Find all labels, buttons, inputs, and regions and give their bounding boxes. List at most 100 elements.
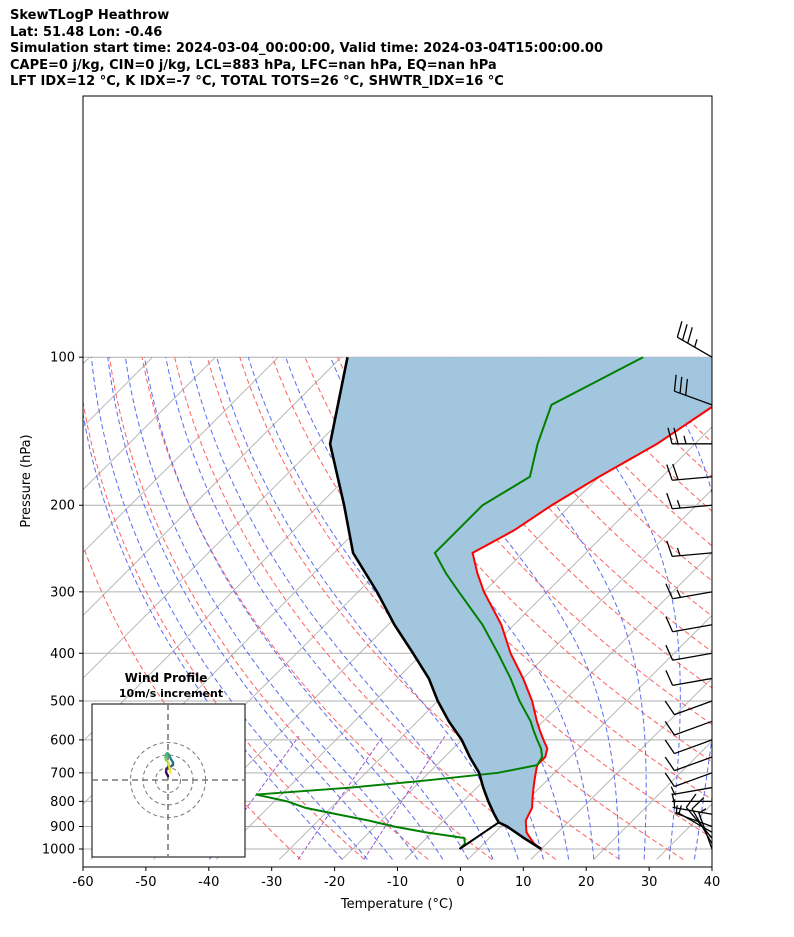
isotherm-line [83,356,90,365]
barb-half [683,435,687,444]
y-tick-label: 500 [50,694,75,709]
moist-adiabat [189,357,494,860]
barb-half [694,339,698,348]
parcel-area-fill [330,357,712,849]
x-tick-label: -60 [72,875,93,890]
x-tick-label: 30 [641,875,658,890]
wind-barb [665,644,713,661]
dry-adiabat [271,357,712,839]
wind-barb [664,700,713,716]
barb-staff [674,739,713,755]
barb-flag [672,463,679,480]
barb-half [671,793,675,802]
barb-staff [672,786,713,796]
moist-adiabat [124,357,419,860]
barb-flag [673,427,679,444]
hodograph-subtitle: 10m/s increment [119,687,223,700]
barb-flag [679,376,683,394]
wind-barb [666,463,713,481]
mixing-ratio-line [297,736,384,860]
isotherm-line [656,803,712,860]
sounding-lines [255,356,712,851]
barb-staff [674,772,713,788]
x-tick-label: -20 [324,875,345,890]
isotherm-line [0,357,27,859]
barb-staff [674,756,713,772]
y-tick-label: 700 [50,766,75,781]
isotherm-line [83,356,216,491]
barb-flag [666,492,673,509]
barb-flag [666,464,673,481]
y-tick-label: 100 [50,351,75,366]
barb-flag [667,427,673,444]
y-tick-label: 400 [50,647,75,662]
location-line: Lat: 51.48 Lon: -0.46 [10,24,163,40]
barb-staff [672,476,713,481]
temperature-line [471,405,712,850]
x-tick-label: -50 [135,875,156,890]
indices-line: LFT IDX=12 °C, K IDX=-7 °C, TOTAL TOTS=2… [10,74,504,89]
dry-adiabat [337,356,712,763]
wind-barb [664,772,713,788]
y-tick-label: 900 [50,820,75,835]
barb-flag [685,378,689,396]
barb-flag [665,616,674,632]
isotherm-line [278,426,712,860]
barb-staff [672,552,713,558]
isotherm-line [83,356,279,554]
x-tick-label: 40 [704,875,721,890]
y-tick-label: 600 [50,733,75,748]
moist-adiabat [537,356,681,860]
barb-flag [664,720,675,736]
isotherm-line [83,356,405,679]
dry-adiabat [402,356,712,689]
dry-adiabat [206,357,620,860]
dry-adiabat [83,544,302,860]
moist-adiabat [452,356,647,860]
barb-staff [672,504,713,510]
wind-barb [676,321,713,358]
wind-barb [666,540,713,558]
barb-staff [674,390,713,406]
barb-flag [665,644,674,661]
barb-flag [676,321,683,338]
wind-barb [665,583,713,600]
x-tick-label: 10 [515,875,532,890]
barb-flag [664,739,675,754]
moist-adiabat [90,357,368,860]
barb-half [676,500,681,509]
x-tick-label: -30 [261,875,282,890]
dry-adiabat [369,356,712,726]
y-tick-label: 800 [50,795,75,810]
wind-barb [665,616,713,633]
parcel-line [328,356,542,851]
barb-flag [665,583,674,600]
x-tick-label: -10 [387,875,408,890]
wind-profile-inset: Wind Profile 10m/s increment [91,671,246,858]
barb-flag [664,700,675,715]
moist-adiabat [216,357,519,860]
wind-barb [664,720,713,736]
barb-flag [687,327,693,344]
moist-adiabat [107,357,393,860]
moist-adiabat [165,357,469,860]
wind-barb [674,805,713,828]
barb-staff [672,677,713,687]
wind-barb [667,427,712,445]
barb-staff [674,812,713,828]
hodograph-title: Wind Profile [125,671,208,685]
hodograph-rings [92,704,245,857]
barb-half [675,805,678,814]
barb-flag [691,797,705,810]
y-tick-label: 300 [50,585,75,600]
dry-adiabat [108,357,429,860]
moist-adiabat [247,357,544,860]
barb-half [678,805,682,814]
isotherm-line [83,356,342,617]
dry-adiabat [304,357,712,800]
barb-half [676,547,681,556]
wind-barb [664,756,713,772]
dry-adiabat [434,356,712,653]
barb-staff [672,624,713,633]
